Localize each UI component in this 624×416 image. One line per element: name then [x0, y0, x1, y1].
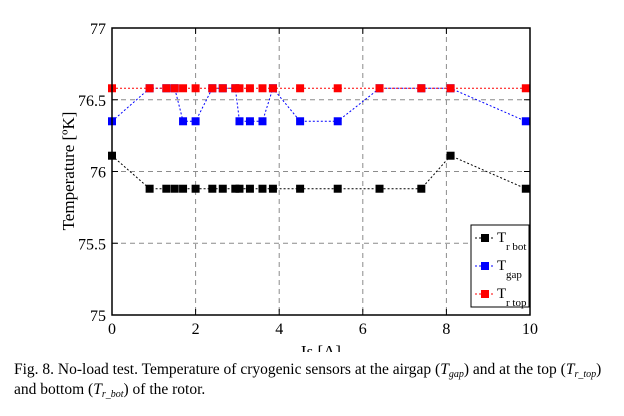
data-point — [235, 184, 244, 193]
caption-text-2: ) and at the top ( — [463, 361, 566, 378]
data-point — [245, 117, 254, 126]
x-tick-labels: 0 2 4 6 8 10 — [108, 321, 538, 338]
y-tick-label: 75.5 — [78, 236, 106, 253]
chart: 0 2 4 6 8 10 75 75.5 76 76.5 77 Is [A] Temperatur… — [59, 21, 538, 352]
caption-sub-gap: gap — [448, 369, 464, 380]
caption-var-bot: T — [93, 381, 102, 398]
data-point — [446, 84, 455, 93]
x-tick-label: 8 — [442, 321, 450, 338]
x-tick-label: 2 — [192, 321, 200, 338]
data-point — [375, 84, 384, 93]
data-point — [333, 117, 342, 126]
legend-label: T — [497, 286, 506, 302]
legend-label: T — [497, 258, 506, 274]
data-point — [218, 84, 227, 93]
caption-text-1: Fig. 8. No-load test. Temperature of cry… — [14, 361, 441, 378]
data-point — [235, 84, 244, 93]
caption-sub-top: r_top — [574, 369, 597, 380]
data-point — [179, 117, 188, 126]
y-axis-label: Temperature [ºK] — [59, 112, 78, 231]
data-point — [333, 84, 342, 93]
data-point — [208, 84, 217, 93]
data-point — [191, 117, 200, 126]
data-point — [296, 117, 305, 126]
data-point — [235, 117, 244, 126]
x-tick-label: 0 — [108, 321, 116, 338]
data-point — [162, 84, 171, 93]
data-point — [258, 184, 267, 193]
y-tick-label: 77 — [90, 21, 106, 38]
data-point — [145, 84, 154, 93]
data-point — [521, 117, 530, 126]
data-point — [145, 184, 154, 193]
caption-sub-bot: r_bot — [101, 389, 124, 400]
data-point — [417, 84, 426, 93]
data-point — [296, 84, 305, 93]
data-point — [191, 184, 200, 193]
data-point — [208, 184, 217, 193]
series-layer — [108, 84, 530, 193]
caption-text-4: ) of the rotor. — [123, 381, 206, 398]
legend-marker — [481, 262, 489, 270]
data-point — [296, 184, 305, 193]
legend-label-subscript: r bot — [506, 241, 526, 253]
y-tick-label: 76.5 — [78, 93, 106, 110]
y-tick-label: 75 — [90, 308, 106, 325]
y-tick-labels: 75 75.5 76 76.5 77 — [78, 21, 106, 325]
caption-text-3: ) and bottom ( — [14, 361, 602, 398]
data-point — [179, 84, 188, 93]
data-point — [268, 184, 277, 193]
data-point — [245, 184, 254, 193]
x-axis-label: Is [A] — [301, 342, 341, 352]
data-point — [245, 84, 254, 93]
caption-var-top: T — [565, 361, 575, 378]
data-point — [333, 184, 342, 193]
data-point — [521, 184, 530, 193]
data-point — [231, 84, 240, 93]
data-point — [258, 84, 267, 93]
data-point — [258, 117, 267, 126]
data-point — [191, 84, 200, 93]
data-point — [218, 184, 227, 193]
x-tick-label: 10 — [522, 321, 538, 338]
legend-label-subscript: r top — [506, 297, 527, 309]
legend-label: T — [497, 230, 506, 246]
data-point — [521, 84, 530, 93]
data-point — [179, 184, 188, 193]
x-tick-label: 6 — [359, 321, 367, 338]
data-point — [417, 184, 426, 193]
data-point — [446, 151, 455, 160]
grid — [112, 28, 530, 315]
data-point — [162, 184, 171, 193]
legend-marker — [481, 234, 489, 242]
caption-var-gap: T — [440, 361, 449, 378]
data-point — [170, 184, 179, 193]
data-point — [170, 84, 179, 93]
legend-marker — [481, 290, 489, 298]
y-tick-label: 76 — [90, 165, 106, 182]
data-point — [268, 84, 277, 93]
data-point — [231, 184, 240, 193]
figure-caption: Fig. 8. No-load test. Temperature of cry… — [14, 360, 614, 400]
data-point — [375, 184, 384, 193]
x-tick-label: 4 — [275, 321, 283, 338]
legend-label-subscript: gap — [506, 269, 522, 281]
